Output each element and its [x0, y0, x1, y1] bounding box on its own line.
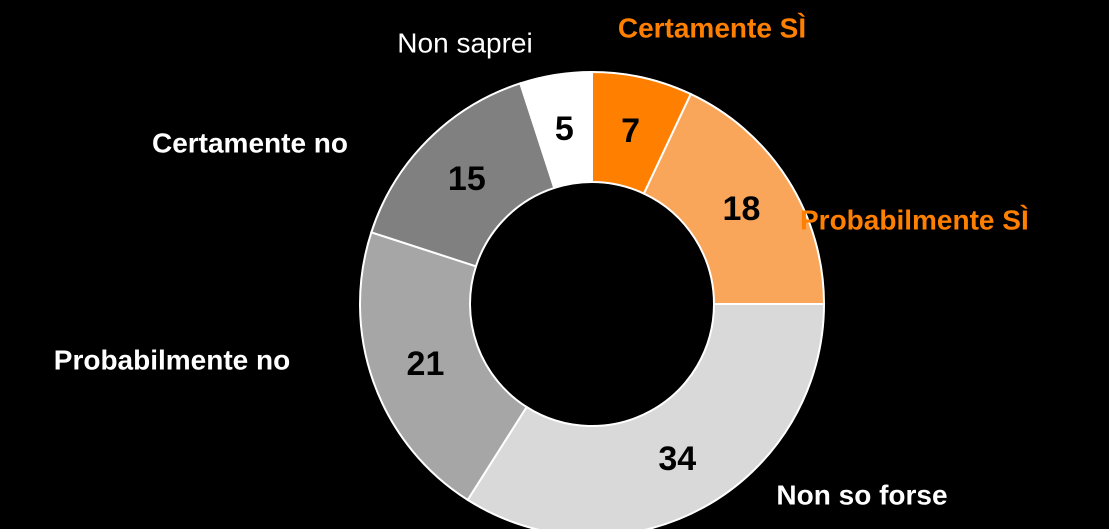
category-label: Probabilmente no [54, 344, 290, 375]
value-label: 15 [448, 160, 486, 198]
category-label: Non so forse [776, 479, 947, 510]
value-label: 34 [658, 440, 696, 478]
category-label: Certamente SÌ [618, 12, 806, 43]
value-label: 7 [621, 112, 640, 150]
value-label: 21 [407, 345, 445, 383]
value-label: 5 [555, 110, 574, 148]
value-label: 18 [723, 190, 761, 228]
category-label: Probabilmente SÌ [800, 204, 1029, 235]
donut-slice [466, 303, 826, 529]
donut-slice [359, 231, 529, 502]
category-label: Non saprei [397, 27, 532, 58]
donut-slice [370, 82, 556, 268]
donut-slice [519, 70, 593, 190]
category-label: Certamente no [152, 127, 348, 158]
donut-slice [642, 92, 826, 305]
